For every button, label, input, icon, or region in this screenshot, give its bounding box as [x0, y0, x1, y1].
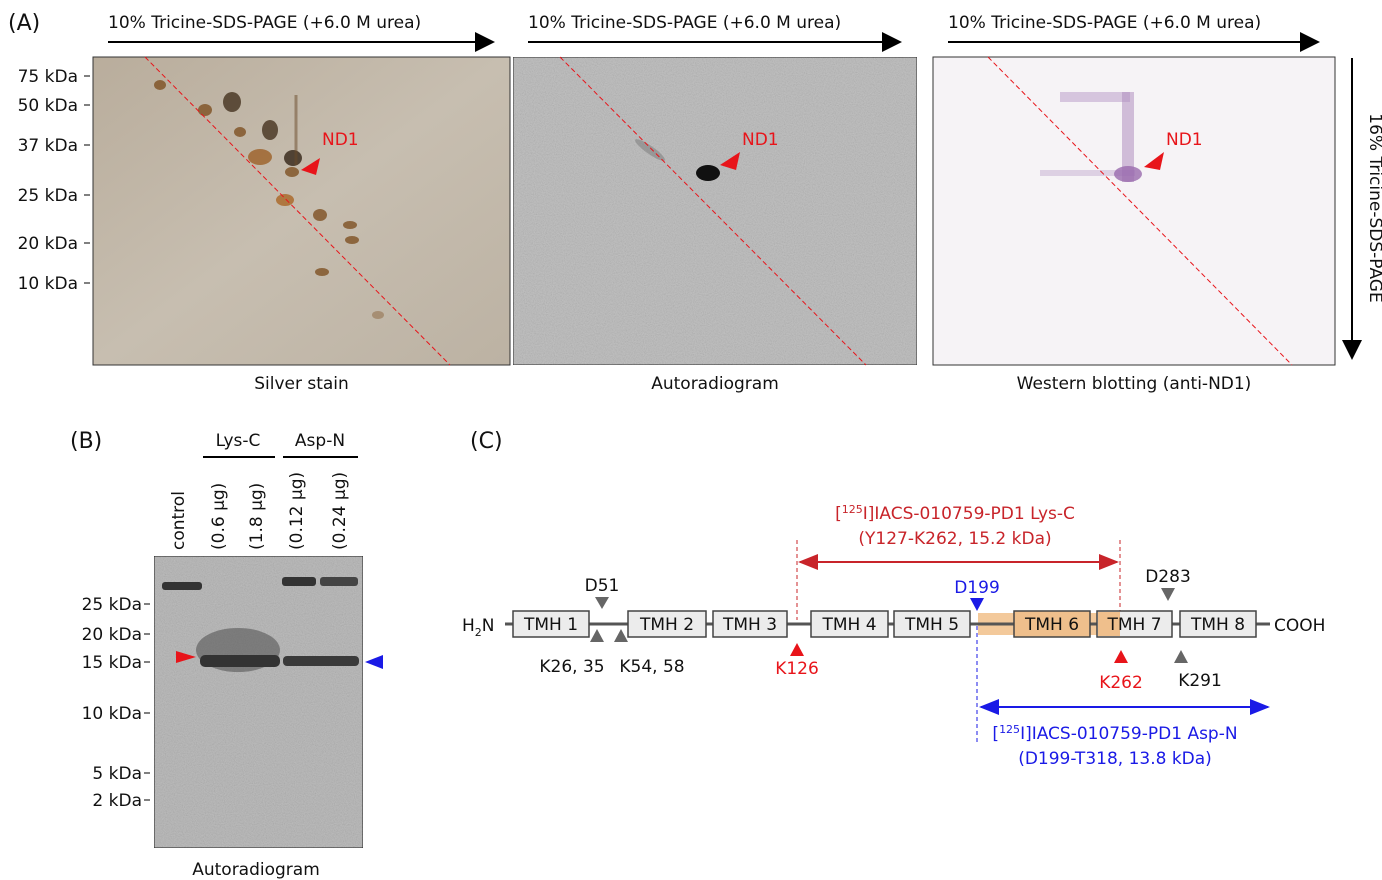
marker-label: 10 kDa	[18, 274, 78, 294]
caption: Silver stain	[254, 374, 349, 394]
cleavage-site: K54, 58	[619, 657, 684, 677]
cleavage-site: K26, 35	[539, 657, 604, 677]
marker-label: 10 kDa	[82, 704, 142, 724]
marker-label: 37 kDa	[18, 136, 78, 156]
panel-label: (C)	[470, 429, 503, 454]
cleavage-site: K126	[775, 659, 819, 679]
first-dimension-label: 10% Tricine-SDS-PAGE (+6.0 M urea)	[108, 13, 421, 33]
helix-label: TMH 5	[904, 615, 959, 635]
caption: Autoradiogram	[651, 374, 779, 394]
helix-label: TMH 6	[1024, 615, 1079, 635]
marker-label: 5 kDa	[92, 764, 142, 784]
helix	[893, 610, 971, 638]
first-dimension-label: 10% Tricine-SDS-PAGE (+6.0 M urea)	[948, 13, 1261, 33]
gel-digest	[153, 456, 383, 849]
panel-label: (B)	[70, 429, 102, 454]
group-label: Lys-C	[216, 431, 261, 451]
cleavage-site: D283	[1145, 567, 1191, 587]
lane-label: control	[169, 491, 189, 550]
marker-label: 15 kDa	[82, 653, 142, 673]
helix-overlap	[1098, 612, 1120, 636]
marker-label: 25 kDa	[18, 186, 78, 206]
lane-label: (0.6 μg)	[209, 483, 229, 550]
second-dimension-label: 16% Tricine-SDS-PAGE	[1365, 113, 1382, 302]
cleavage-site: D199	[954, 578, 1000, 598]
gel-silver	[92, 56, 511, 366]
group-label: Asp-N	[295, 431, 345, 451]
spot-label: ND1	[322, 130, 359, 150]
cleavage-site: K291	[1178, 671, 1222, 691]
marker-label: 2 kDa	[92, 791, 142, 811]
c-terminus: COOH	[1274, 616, 1325, 636]
helix	[712, 610, 788, 638]
marker-label: 25 kDa	[82, 595, 142, 615]
helix-label: TMH 8	[1190, 615, 1245, 635]
panel-label: (A)	[8, 11, 40, 36]
helix	[1179, 610, 1257, 638]
first-dimension-label: 10% Tricine-SDS-PAGE (+6.0 M urea)	[528, 13, 841, 33]
asp-n-fragment: [125I]IACS-010759-PD1 Asp-N	[992, 723, 1237, 744]
helix-label: TMH 7	[1106, 615, 1161, 635]
lys-c-fragment: [125I]IACS-010759-PD1 Lys-C	[835, 503, 1075, 524]
helix-label: TMH 1	[523, 615, 578, 635]
helix-label: TMH 3	[722, 615, 777, 635]
cleavage-site: D51	[585, 576, 620, 596]
lane-label: (1.8 μg)	[247, 483, 267, 550]
helices: TMH 1 TMH 2 TMH 3 TMH 4 TMH 5 TMH 6 TMH 7 TMH 8	[512, 610, 1257, 638]
n-terminus: H2N	[462, 616, 495, 639]
helix	[512, 610, 590, 638]
caption: Autoradiogram	[192, 860, 320, 880]
helix-label: TMH 2	[639, 615, 694, 635]
marker-label: 75 kDa	[18, 67, 78, 87]
helix	[810, 610, 889, 638]
spot-label: ND1	[742, 130, 779, 150]
caption: Western blotting (anti-ND1)	[1017, 374, 1252, 394]
lane-label: (0.24 μg)	[330, 472, 350, 550]
gel-autoradiogram	[512, 56, 918, 366]
marker-label: 20 kDa	[18, 234, 78, 254]
gel-western	[932, 56, 1336, 366]
helix-label: TMH 4	[821, 615, 876, 635]
helix	[627, 610, 707, 638]
helix	[1013, 610, 1091, 638]
marker-label: 50 kDa	[18, 96, 78, 116]
cleavage-site: K262	[1099, 673, 1143, 693]
lys-c-range: (Y127-K262, 15.2 kDa)	[858, 529, 1051, 549]
spot-label: ND1	[1166, 130, 1203, 150]
marker-label: 20 kDa	[82, 625, 142, 645]
asp-n-range: (D199-T318, 13.8 kDa)	[1018, 749, 1212, 769]
lane-label: (0.12 μg)	[287, 472, 307, 550]
